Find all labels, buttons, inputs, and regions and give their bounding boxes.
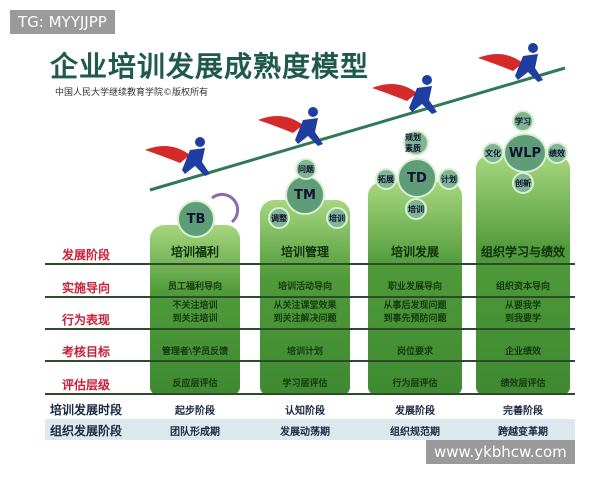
orientation-cell: 培训活动导向 — [277, 282, 332, 292]
runner-icon — [478, 43, 543, 82]
period-cell: 完善阶段 — [503, 406, 543, 417]
stage-cell: 培训福利 — [170, 245, 219, 259]
satellite: 学习 — [512, 110, 534, 132]
satellite: 问题 — [295, 158, 317, 180]
row-label: 发展阶段 — [62, 248, 111, 262]
row-label: 考核目标 — [62, 345, 111, 359]
behavior-cell: 到我要学 — [504, 314, 541, 324]
behavior-cell: 到事先预防问题 — [383, 314, 447, 324]
divider — [45, 263, 575, 265]
satellite: 创新 — [512, 172, 534, 194]
satellite: 调整 — [268, 207, 290, 229]
target-cell: 培训计划 — [286, 347, 323, 357]
period-cell: 发展阶段 — [395, 406, 435, 417]
row-label: 实施导向 — [62, 281, 111, 295]
behavior-cell: 从事后发现问题 — [383, 301, 447, 311]
satellite: 规划素质 — [403, 130, 429, 156]
behavior-cell: 到关注解决问题 — [273, 314, 337, 324]
runner-icon — [145, 137, 210, 176]
org-stage-cell: 团队形成期 — [170, 427, 220, 438]
watermark-bottom: www.ykbhcw.com — [426, 440, 575, 464]
divider — [45, 393, 575, 395]
org-stage-cell: 发展动荡期 — [280, 427, 330, 438]
subtitle: 中国人民大学继续教育学院©版权所有 — [55, 88, 209, 98]
divider — [45, 360, 575, 362]
stage-cell: 组织学习与绩效 — [480, 245, 565, 259]
behavior-cell: 不关注培训 — [172, 301, 218, 311]
divider — [45, 296, 575, 298]
runner-icon — [372, 75, 437, 114]
orientation-cell: 组织资本导向 — [495, 282, 550, 292]
evaluation-cell: 行为层评估 — [392, 379, 438, 389]
evaluation-cell: 绩效层评估 — [500, 379, 546, 389]
orientation-cell: 员工福利导向 — [167, 282, 222, 292]
badge-tm: TM — [285, 175, 325, 215]
runner-icon — [258, 107, 323, 146]
satellite: 培训 — [326, 207, 348, 229]
badge-wlp: WLP — [503, 133, 547, 173]
satellite: 绩效 — [546, 142, 568, 164]
period-cell: 认知阶段 — [285, 406, 325, 417]
org-stage-cell: 组织规范期 — [390, 427, 440, 438]
row-label: 行为表现 — [62, 313, 111, 327]
satellite: 文化 — [482, 142, 504, 164]
period-row — [45, 398, 575, 419]
row-label: 评估层级 — [62, 378, 111, 392]
evaluation-cell: 学习层评估 — [282, 379, 328, 389]
satellite: 培训 — [405, 198, 427, 220]
page-title: 企业培训发展成熟度模型 — [50, 50, 370, 83]
badge-tb: TB — [177, 200, 215, 238]
behavior-cell: 从关注课堂效果 — [273, 301, 337, 311]
bottom-label: 组织发展阶段 — [50, 424, 123, 438]
evaluation-cell: 反应层评估 — [172, 379, 218, 389]
column-wlp — [476, 155, 570, 395]
divider — [45, 328, 575, 330]
satellite: 计划 — [438, 168, 460, 190]
period-cell: 起步阶段 — [175, 406, 215, 417]
column-tb — [150, 225, 240, 395]
org-stage-row — [45, 419, 575, 440]
orientation-cell: 职业发展导向 — [387, 282, 442, 292]
watermark-top: TG: MYYJJPP — [10, 10, 115, 34]
target-cell: 企业绩效 — [504, 347, 541, 357]
stage-cell: 培训发展 — [390, 245, 439, 259]
behavior-cell: 到关注培训 — [172, 314, 218, 324]
bottom-label: 培训发展时段 — [50, 403, 123, 417]
target-cell: 管理者\学员反馈 — [161, 347, 229, 357]
badge-td: TD — [397, 158, 437, 198]
org-stage-cell: 跨越变革期 — [498, 427, 548, 438]
stage-cell: 培训管理 — [280, 245, 329, 259]
target-cell: 岗位要求 — [396, 347, 433, 357]
satellite: 拓展 — [375, 168, 397, 190]
behavior-cell: 从要我学 — [504, 301, 541, 311]
